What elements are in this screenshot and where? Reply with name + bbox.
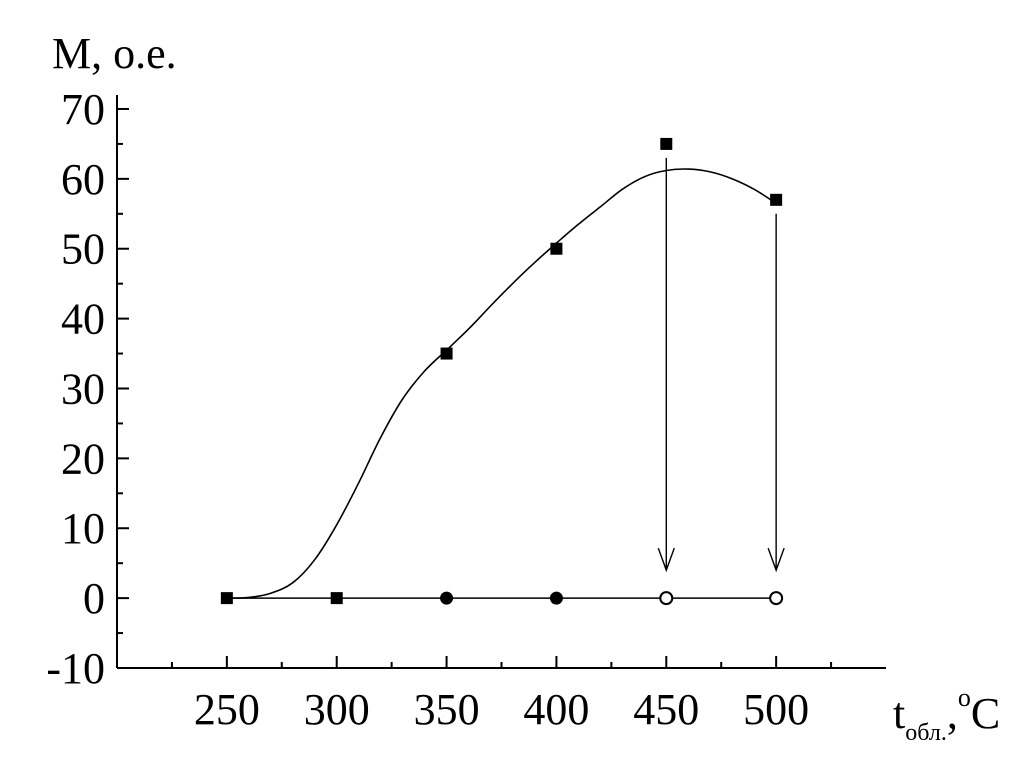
data-point-square (660, 137, 673, 150)
data-point-open-circle (659, 591, 674, 606)
markers (220, 137, 784, 606)
curves (226, 157, 785, 599)
y-tick-label: 60 (61, 155, 105, 204)
arrow-head (657, 547, 675, 573)
y-tick-label: 40 (61, 295, 105, 344)
x-tick-label: 350 (414, 685, 480, 734)
x-axis-title-comma: , (947, 689, 958, 738)
arrow-head (767, 547, 785, 573)
y-tick-label: -10 (46, 644, 105, 693)
x-axis-title-unit: C (971, 689, 1000, 738)
y-tick-label: 70 (61, 85, 105, 134)
x-tick-label: 400 (523, 685, 589, 734)
x-tick-label: 450 (633, 685, 699, 734)
y-tick-label: 20 (61, 434, 105, 483)
data-point-open-circle (769, 591, 784, 606)
x-axis-title-subscript: обл. (905, 720, 947, 746)
x-tick-label: 250 (194, 685, 260, 734)
axes (116, 95, 886, 669)
x-axis-title-degree: o (958, 683, 971, 712)
data-point-filled-circle (549, 591, 563, 605)
data-point-square (220, 592, 233, 605)
y-axis-title: M, о.е. (52, 29, 177, 78)
data-point-filled-circle (440, 591, 454, 605)
x-axis-title: tобл.,oC (893, 683, 1000, 746)
x-tick-label: 300 (304, 685, 370, 734)
fit-curve (226, 168, 777, 599)
data-point-square (440, 347, 453, 360)
x-tick-label: 500 (743, 685, 809, 734)
y-tick-label: 30 (61, 364, 105, 413)
data-point-square (330, 592, 343, 605)
y-tick-label: 0 (83, 574, 105, 623)
data-point-square (770, 193, 783, 206)
tick-labels: -10 0 10 20 30 40 50 60 70 250 300 350 400 450 500 (46, 85, 809, 734)
y-tick-label: 10 (61, 504, 105, 553)
x-axis-title-main: t (893, 689, 905, 738)
y-tick-label: 50 (61, 225, 105, 274)
data-point-square (550, 242, 563, 255)
